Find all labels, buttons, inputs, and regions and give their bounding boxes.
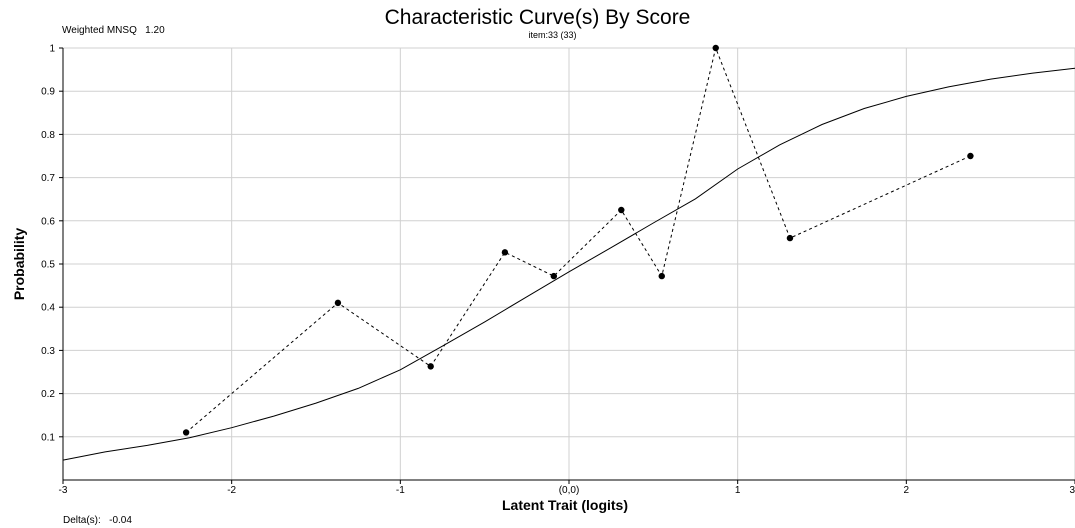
observed-point xyxy=(786,234,794,242)
observed-point xyxy=(967,152,974,160)
chart-subtitle: item:33 (33) xyxy=(528,30,577,40)
delta-label: Delta(s): -0.04 xyxy=(63,515,132,526)
observed-point xyxy=(334,299,342,307)
series-layer xyxy=(62,44,1075,461)
x-tick-label: -3 xyxy=(59,485,68,496)
y-tick-label: 0.1 xyxy=(41,432,55,443)
y-tick-label: 0.5 xyxy=(41,260,55,271)
y-tick-label: 0.8 xyxy=(41,130,55,141)
y-tick-label: 0.3 xyxy=(41,346,55,357)
x-tick-label: -2 xyxy=(227,485,236,496)
axes xyxy=(59,47,1075,484)
observed-point xyxy=(658,272,665,280)
x-tick-label: 2 xyxy=(904,485,910,496)
observed-point xyxy=(501,249,509,256)
observed-point xyxy=(618,206,625,214)
x-tick-label: 3 xyxy=(1069,485,1075,496)
x-tick-label: (0,0) xyxy=(559,485,580,496)
y-tick-label: 0.9 xyxy=(41,87,55,98)
expected-curve xyxy=(62,67,1075,461)
observed-line xyxy=(185,46,971,433)
x-tick-label: -1 xyxy=(396,485,405,496)
x-tick-label: 1 xyxy=(735,485,741,496)
tick-labels: -3 -2 -1 (0,0) 1 2 3 0.1 0.2 0.3 0.4 0.5 0.6 0.7 0.8 0.… xyxy=(41,44,1075,497)
y-tick-label: 0.4 xyxy=(41,303,55,314)
y-axis-label: Probability xyxy=(11,228,27,301)
chart-title: Characteristic Curve(s) By Score xyxy=(384,6,691,29)
y-tick-label: 1 xyxy=(49,44,55,55)
observed-point xyxy=(427,363,434,370)
observed-point xyxy=(550,272,558,280)
y-tick-label: 0.2 xyxy=(41,389,55,400)
x-axis-label: Latent Trait (logits) xyxy=(502,497,628,513)
y-tick-label: 0.6 xyxy=(41,216,55,227)
observed-point xyxy=(712,44,719,52)
weighted-mnsq-label: Weighted MNSQ 1.20 xyxy=(62,25,165,36)
grid-lines xyxy=(63,47,1075,480)
y-tick-label: 0.7 xyxy=(41,173,55,184)
observed-point xyxy=(182,429,190,436)
